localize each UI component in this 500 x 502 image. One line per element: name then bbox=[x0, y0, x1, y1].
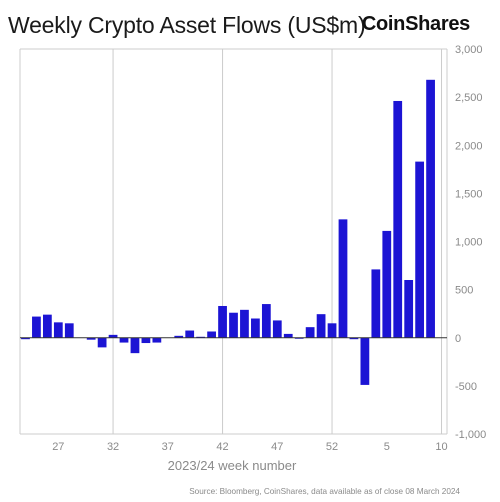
bar-week-44 bbox=[240, 309, 249, 338]
bar-week-4 bbox=[371, 269, 381, 338]
bar-week-47 bbox=[272, 320, 282, 338]
bar-week-6 bbox=[393, 100, 403, 338]
coinshares-logo: CoinShares bbox=[361, 13, 470, 35]
bar-week-30 bbox=[86, 337, 96, 340]
bar-week-5 bbox=[382, 230, 392, 338]
bar-week-42 bbox=[218, 305, 227, 338]
bar-week-3 bbox=[360, 337, 370, 385]
bar-week-8 bbox=[415, 161, 425, 338]
bar-week-33 bbox=[119, 337, 129, 343]
x-axis-label: 2023/24 week number bbox=[168, 458, 297, 473]
bar-week-31 bbox=[97, 337, 107, 348]
bar-week-26 bbox=[42, 314, 52, 338]
bar-chart: 3,000 2,500 2,000 1,500 1,000 500 0 -500 -1,000 2… bbox=[19, 44, 486, 473]
x-tick-label: 47 bbox=[271, 441, 283, 453]
bar-week-27 bbox=[53, 322, 63, 338]
bar-week-7 bbox=[404, 280, 414, 338]
bar-week-50 bbox=[305, 327, 315, 338]
bar-week-46 bbox=[261, 304, 271, 338]
bar-week-34 bbox=[130, 337, 140, 354]
bar-week-36 bbox=[152, 337, 162, 343]
y-tick-label: 3,000 bbox=[455, 44, 483, 56]
y-tick-label: -500 bbox=[455, 381, 477, 393]
source-note: Source: Bloomberg, CoinShares, data avai… bbox=[189, 487, 460, 496]
bar-week-24 bbox=[21, 337, 30, 340]
y-tick-label: -1,000 bbox=[455, 429, 486, 441]
bar-week-41 bbox=[207, 331, 216, 338]
chart-title: Weekly Crypto Asset Flows (US$m) bbox=[8, 12, 366, 38]
bar-week-52 bbox=[327, 323, 337, 338]
y-tick-label: 500 bbox=[455, 285, 473, 297]
y-tick-label: 1,500 bbox=[455, 188, 483, 200]
x-tick-label: 27 bbox=[52, 441, 64, 453]
bar-week-28 bbox=[64, 323, 74, 338]
bar-week-51 bbox=[316, 314, 326, 338]
bar-week-1 bbox=[338, 219, 348, 338]
bar-week-45 bbox=[251, 318, 260, 338]
bar-week-43 bbox=[229, 312, 238, 338]
y-tick-label: 2,000 bbox=[455, 140, 483, 152]
x-tick-label: 5 bbox=[384, 441, 390, 453]
bar-week-32 bbox=[108, 334, 118, 338]
bar-week-25 bbox=[32, 316, 41, 338]
x-tick-label: 37 bbox=[162, 441, 174, 453]
y-tick-label: 0 bbox=[455, 333, 461, 345]
x-tick-label: 10 bbox=[435, 441, 447, 453]
bar-week-38 bbox=[174, 335, 184, 338]
bar-week-35 bbox=[141, 337, 151, 344]
x-tick-label: 42 bbox=[216, 441, 228, 453]
y-tick-label: 2,500 bbox=[455, 92, 483, 104]
x-tick-label: 52 bbox=[326, 441, 338, 453]
x-tick-label: 32 bbox=[107, 441, 119, 453]
bar-week-2 bbox=[349, 337, 359, 340]
bar-week-9 bbox=[426, 79, 435, 338]
bar-week-48 bbox=[283, 333, 293, 338]
y-tick-label: 1,000 bbox=[455, 237, 483, 249]
bar-week-39 bbox=[185, 330, 195, 338]
